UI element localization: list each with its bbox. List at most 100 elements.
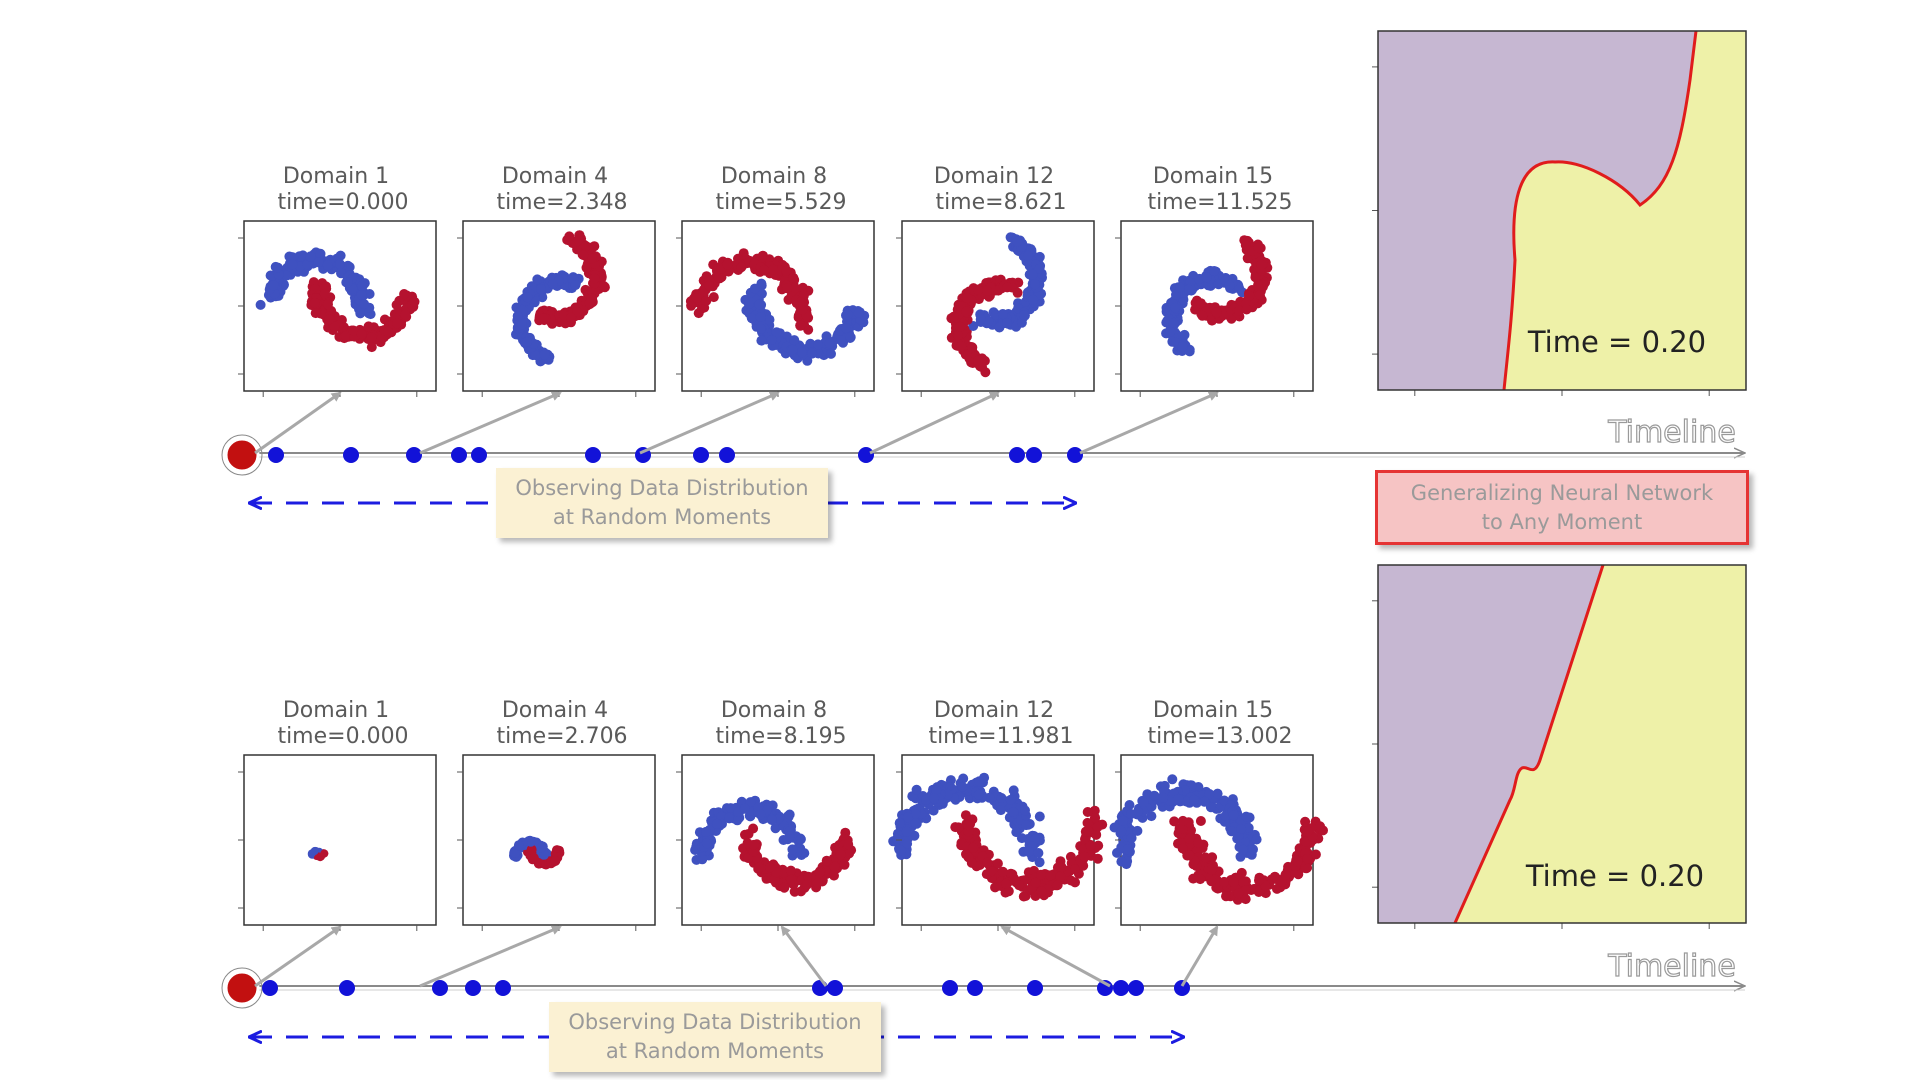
scatter-point bbox=[963, 819, 974, 830]
scatter-point bbox=[982, 285, 992, 296]
arrow-to-panel-2 bbox=[419, 925, 562, 988]
scatter-point bbox=[343, 277, 353, 288]
scatter-point bbox=[1177, 843, 1188, 854]
scatter-point bbox=[1133, 806, 1144, 817]
scatter-point bbox=[950, 822, 961, 833]
scatter-point bbox=[1302, 853, 1313, 864]
scatter-point bbox=[512, 311, 523, 321]
scatter-point bbox=[1034, 263, 1045, 274]
scatter-point bbox=[392, 318, 402, 329]
scatter-point bbox=[921, 794, 931, 805]
panel-2-time-label: time=2.348 bbox=[496, 190, 627, 215]
scatter-point bbox=[1167, 774, 1178, 785]
scatter-point bbox=[255, 299, 266, 310]
scatter-point bbox=[997, 309, 1008, 319]
arrow-to-panel-4 bbox=[1000, 925, 1111, 988]
scatter-point bbox=[797, 347, 807, 358]
scatter-point bbox=[1122, 844, 1133, 855]
row-2: Domain 1 time=0.000 Domain 4 time=2.706 … bbox=[221, 564, 1747, 1037]
scatter-point bbox=[786, 874, 797, 885]
timeline-observation-dot bbox=[432, 980, 448, 996]
timeline-2: Timeline bbox=[221, 948, 1745, 1009]
scatter-point bbox=[305, 251, 316, 262]
timeline-2-label: Timeline bbox=[1607, 949, 1736, 984]
scatter-point bbox=[1179, 329, 1190, 340]
scatter-point bbox=[1181, 796, 1192, 807]
scatter-point bbox=[287, 259, 298, 270]
scatter-point bbox=[896, 845, 907, 856]
observe-callout-1-line1: Observing Data Distribution bbox=[515, 476, 809, 500]
scatter-point bbox=[1250, 272, 1261, 283]
scatter-point bbox=[584, 298, 595, 309]
scatter-point bbox=[982, 857, 993, 868]
scatter-point bbox=[1066, 875, 1076, 886]
scatter-point bbox=[1177, 815, 1188, 826]
timeline-observation-dot bbox=[451, 447, 467, 463]
scatter-point bbox=[1243, 822, 1254, 833]
scatter-point bbox=[517, 319, 527, 330]
scatter-point bbox=[1008, 807, 1019, 817]
scatter-point bbox=[1236, 823, 1247, 834]
generalize-callout: Generalizing Neural Network to Any Momen… bbox=[1375, 470, 1749, 545]
scatter-point bbox=[997, 866, 1008, 877]
scatter-point bbox=[973, 284, 984, 295]
scatter-point bbox=[784, 809, 795, 820]
panel-3-time-label: time=5.529 bbox=[715, 190, 846, 215]
panel-5-domain-label: Domain 15 bbox=[1153, 698, 1273, 723]
scatter-point bbox=[1228, 810, 1239, 821]
scatter-point bbox=[843, 839, 854, 850]
scatter-point bbox=[1016, 317, 1027, 328]
scatter-point bbox=[1012, 236, 1023, 247]
scatter-point bbox=[589, 273, 600, 284]
scatter-point bbox=[802, 879, 812, 890]
scatter-point bbox=[1310, 849, 1321, 860]
scatter-point bbox=[767, 815, 777, 826]
scatter-point bbox=[764, 314, 775, 325]
observe-callout-1-line2: at Random Moments bbox=[552, 505, 772, 529]
scatter-point bbox=[1186, 825, 1196, 836]
scatter-point bbox=[788, 272, 799, 283]
arrow-to-panel-1 bbox=[254, 925, 342, 988]
scatter-point bbox=[803, 871, 814, 882]
scatter-point bbox=[1188, 873, 1199, 884]
arrow-to-panel-3 bbox=[639, 391, 780, 455]
scatter-point bbox=[1237, 844, 1248, 855]
panel-2-frame bbox=[462, 754, 656, 926]
scatter-point bbox=[1082, 817, 1093, 828]
scatter-point bbox=[1199, 796, 1210, 807]
observe-callout-2-line1: Observing Data Distribution bbox=[568, 1010, 862, 1034]
scatter-point bbox=[1030, 279, 1040, 290]
purple-region bbox=[1378, 565, 1603, 923]
row-1: Domain 1 time=0.000 Domain 4 time=2.348 … bbox=[221, 30, 1747, 503]
observe-callout-2: Observing Data Distribution at Random Mo… bbox=[549, 1002, 881, 1072]
scatter-point bbox=[513, 840, 524, 851]
timeline-1: Timeline bbox=[221, 414, 1745, 476]
scatter-point bbox=[957, 781, 968, 792]
scatter-point bbox=[829, 861, 840, 872]
scatter-point bbox=[1116, 826, 1127, 837]
scatter-point bbox=[366, 332, 377, 343]
scatter-point bbox=[1254, 875, 1264, 886]
arrow-to-panel-1 bbox=[254, 391, 342, 455]
scatter-point bbox=[1079, 851, 1090, 862]
panel-3-time-label: time=8.195 bbox=[715, 724, 846, 749]
panel-2-domain-label: Domain 4 bbox=[502, 164, 608, 189]
scatter-point bbox=[748, 823, 759, 834]
scatter-point bbox=[983, 316, 994, 327]
timeline-observation-dot bbox=[1067, 447, 1083, 463]
scatter-point bbox=[528, 852, 539, 863]
scatter-point bbox=[530, 350, 541, 361]
scatter-point bbox=[784, 831, 795, 842]
scatter-point bbox=[1226, 826, 1237, 837]
scatter-point bbox=[1209, 266, 1220, 276]
scatter-point bbox=[570, 280, 581, 291]
timeline-observation-dot bbox=[1128, 980, 1144, 996]
panel-5-time-label: time=11.525 bbox=[1147, 190, 1292, 215]
scatter-point bbox=[272, 262, 283, 273]
scatter-point bbox=[953, 330, 963, 341]
scatter-point bbox=[1014, 880, 1025, 891]
row-2-connector-arrows bbox=[254, 925, 1219, 988]
panel-1-frame bbox=[243, 754, 437, 926]
scatter-point bbox=[1083, 826, 1094, 837]
panel-3-frame bbox=[681, 220, 875, 392]
